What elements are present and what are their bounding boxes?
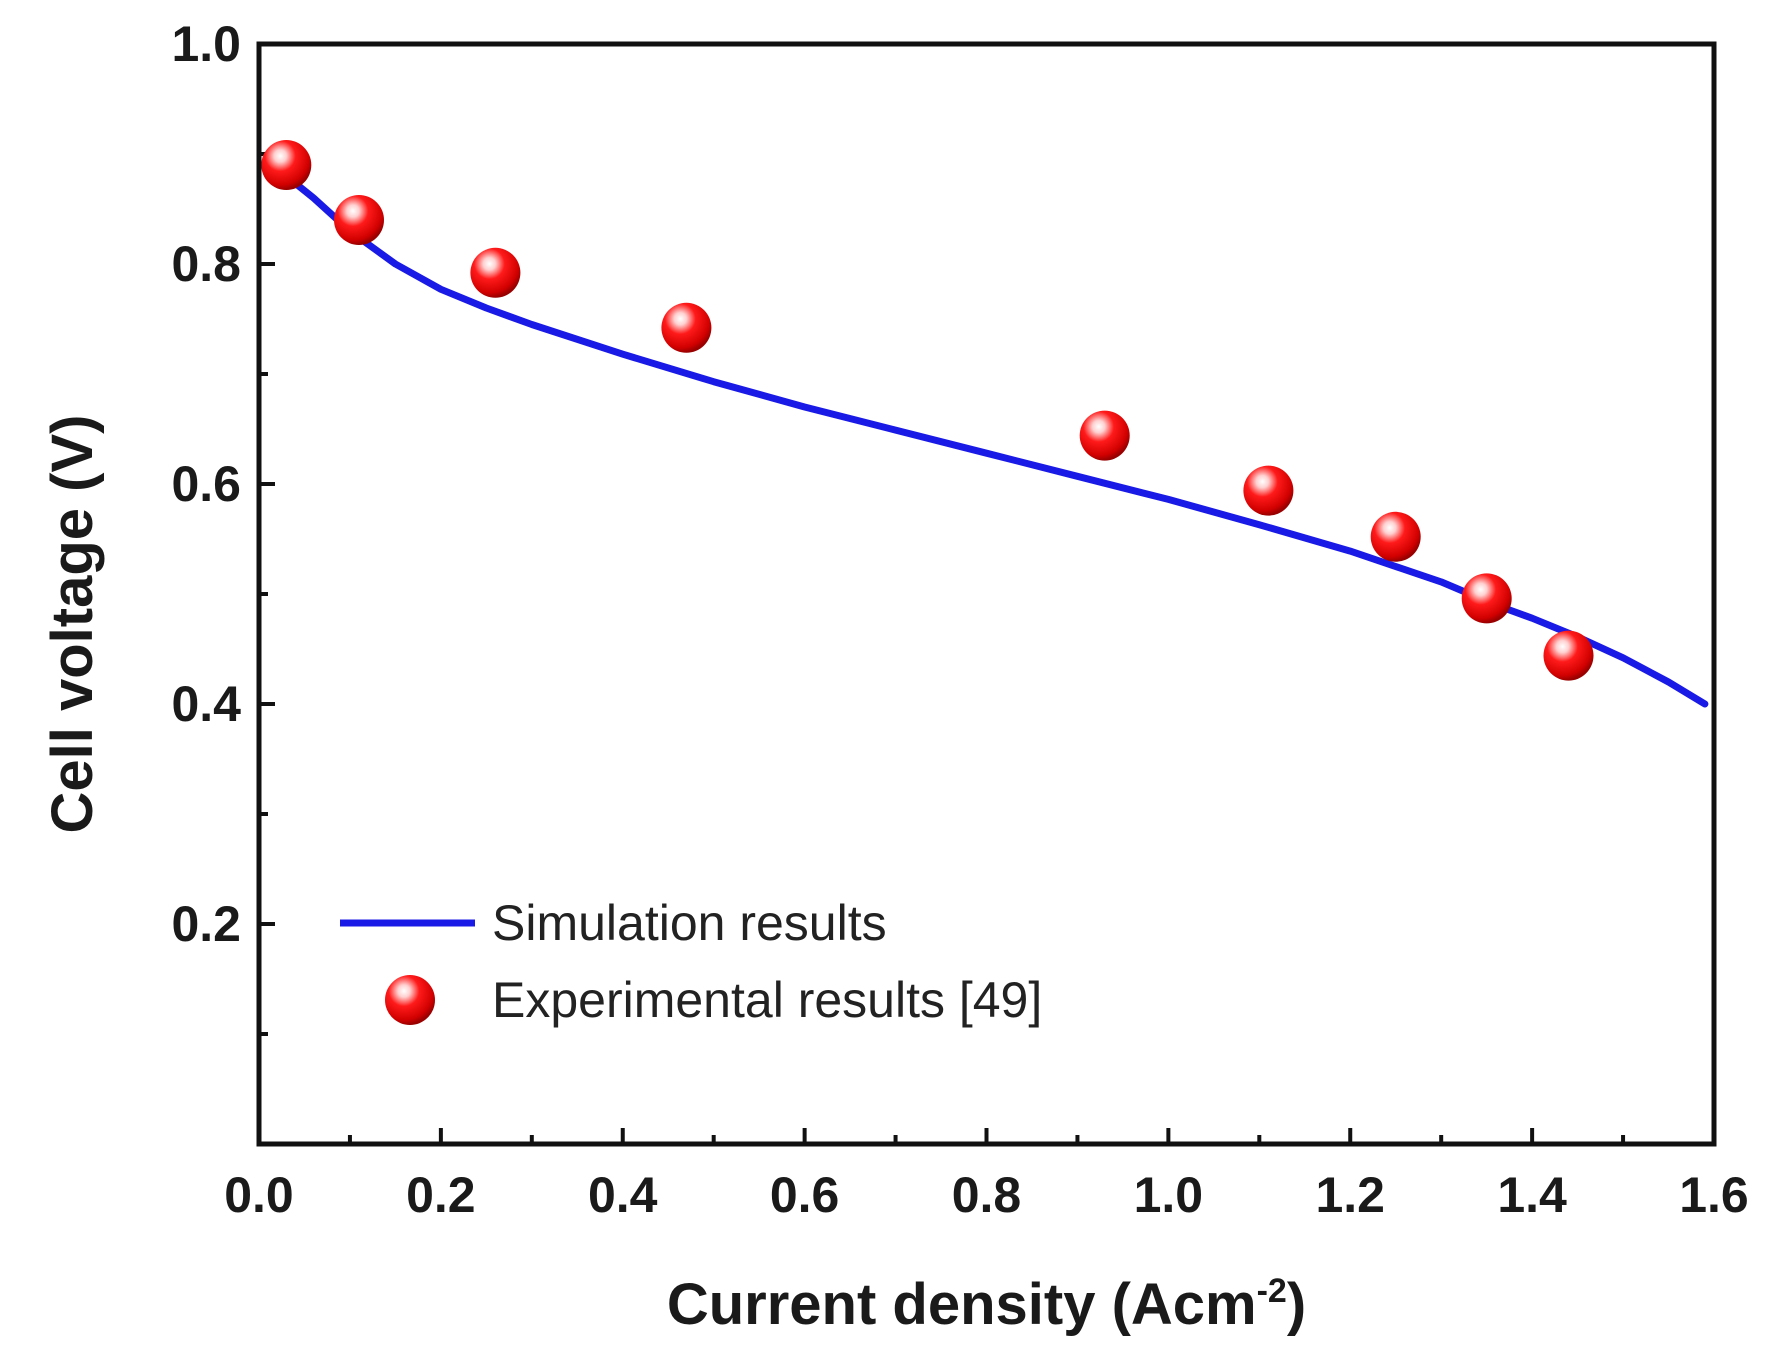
y-tick-label: 0.4: [171, 676, 241, 732]
experimental-point: [261, 140, 312, 190]
x-tick-label: 1.2: [1315, 1167, 1385, 1223]
plot-area: [261, 140, 1709, 708]
y-axis-title: Cell voltage (V): [40, 415, 105, 834]
x-tick-label: 0.6: [770, 1167, 840, 1223]
x-tick-label: 1.6: [1679, 1167, 1749, 1223]
x-tick-label: 1.0: [1134, 1167, 1204, 1223]
x-tick-label: 1.4: [1497, 1167, 1567, 1223]
y-tick-label: 0.8: [171, 236, 241, 292]
simulation-line: [282, 172, 1709, 708]
y-tick-label: 0.6: [171, 456, 241, 512]
axes: 0.0 0.2 0.4 0.6 0.8 1.0 1.2 1.4 1.6 0.2 0.4 0.6 0.8 1…: [171, 16, 1748, 1223]
experimental-point: [1243, 465, 1294, 516]
legend-marker-experimental: [385, 975, 435, 1025]
x-tick-label: 0.8: [952, 1167, 1022, 1223]
y-tick-label: 1.0: [171, 16, 241, 72]
experimental-point: [470, 247, 521, 298]
experimental-point: [661, 302, 712, 353]
experimental-point: [1543, 630, 1594, 681]
x-tick-label: 0.4: [588, 1167, 658, 1223]
experimental-point: [1370, 511, 1421, 562]
x-axis-title: Current density (Acm-2): [667, 1272, 1306, 1337]
legend: Simulation results Experimental results …: [340, 895, 1042, 1028]
x-tick-label: 0.0: [224, 1167, 294, 1223]
y-tick-label: 0.2: [171, 896, 241, 952]
experimental-point: [1079, 410, 1130, 461]
legend-label-simulation: Simulation results: [492, 895, 887, 951]
plot-frame: [256, 41, 1717, 1147]
x-tick-label: 0.2: [406, 1167, 476, 1223]
experimental-point: [1461, 573, 1512, 624]
legend-label-experimental: Experimental results [49]: [492, 972, 1042, 1028]
experimental-point: [334, 195, 384, 245]
